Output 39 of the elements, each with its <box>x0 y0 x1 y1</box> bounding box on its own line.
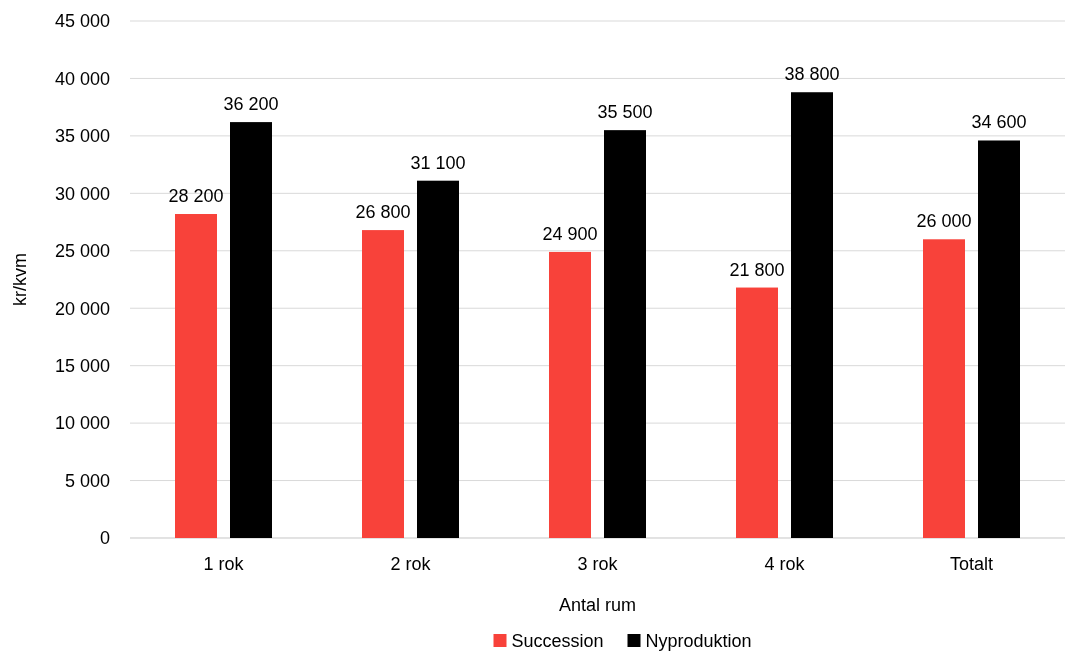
y-axis-title: kr/kvm <box>10 253 30 306</box>
x-tick-label: 4 rok <box>764 554 806 574</box>
bar <box>923 239 965 538</box>
data-label: 36 200 <box>223 94 279 115</box>
x-axis-title: Antal rum <box>558 595 637 615</box>
bar <box>175 214 217 538</box>
x-tick-label: 3 rok <box>577 554 619 574</box>
legend-label: Nyproduktion <box>645 631 752 652</box>
y-tick-label: 5 000 <box>64 470 110 491</box>
data-label: 28 200 <box>168 186 224 207</box>
data-label: 26 800 <box>355 202 411 223</box>
legend-label: Succession <box>511 631 604 652</box>
y-tick-label: 40 000 <box>54 68 110 89</box>
x-tick-label: Totalt <box>949 554 994 574</box>
y-tick-label: 15 000 <box>54 355 110 376</box>
y-tick-label: 0 <box>99 528 110 549</box>
bar <box>604 130 646 538</box>
data-label: 31 100 <box>410 152 466 173</box>
bar <box>417 180 459 538</box>
y-tick-label: 30 000 <box>54 183 110 204</box>
data-label: 21 800 <box>729 259 785 280</box>
y-tick-label: 25 000 <box>54 241 110 262</box>
y-tick-label: 45 000 <box>54 11 110 32</box>
x-tick-label: 2 rok <box>390 554 432 574</box>
bar <box>549 251 591 538</box>
y-tick-label: 35 000 <box>54 126 110 147</box>
data-label: 35 500 <box>597 102 653 123</box>
data-label: 26 000 <box>916 211 972 232</box>
data-label: 38 800 <box>784 64 840 85</box>
bar <box>978 140 1020 538</box>
bar <box>736 287 778 538</box>
y-tick-label: 20 000 <box>54 298 110 319</box>
bar <box>230 122 272 538</box>
y-tick-label: 10 000 <box>54 413 110 434</box>
bar <box>791 92 833 538</box>
data-label: 34 600 <box>971 112 1027 133</box>
x-tick-label: 1 rok <box>203 554 245 574</box>
data-label: 24 900 <box>542 223 598 244</box>
bar <box>362 230 404 538</box>
